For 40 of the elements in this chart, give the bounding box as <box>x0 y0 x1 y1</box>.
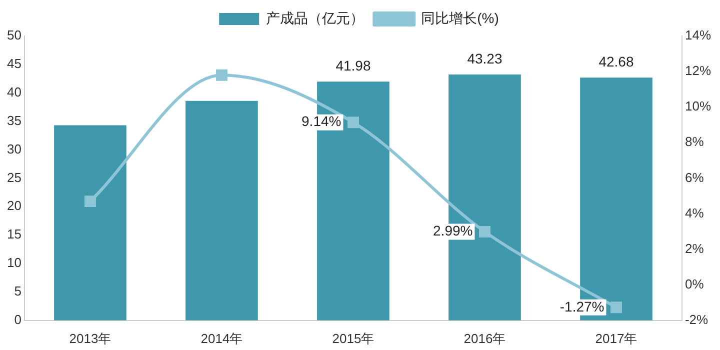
point <box>84 196 96 208</box>
x-tick-label: 2014年 <box>200 330 243 346</box>
y2-tick-label: 8% <box>684 134 704 150</box>
y-tick-label: 10 <box>6 255 22 270</box>
y-tick-label: 20 <box>6 198 22 214</box>
bar <box>186 100 258 320</box>
data-label: 42.68 <box>598 53 634 70</box>
y2-tick-label: 12% <box>684 63 712 78</box>
x-tick-label: 2015年 <box>332 330 374 346</box>
y-tick-label: 15 <box>6 226 22 242</box>
x-tick-label: 2013年 <box>69 330 112 346</box>
data-label: -1.27% <box>560 298 604 314</box>
y-tick-label: 50 <box>6 28 22 43</box>
point <box>216 69 228 81</box>
y-tick-label: 25 <box>6 170 22 185</box>
data-label: 43.23 <box>467 50 502 66</box>
legend-label: 同比增长(%) <box>421 10 499 26</box>
y2-tick-label: 4% <box>684 205 704 220</box>
y-tick-label: 45 <box>6 56 22 72</box>
data-label: 41.98 <box>336 57 371 74</box>
y2-tick-label: 14% <box>684 28 712 43</box>
x-tick-label: 2017年 <box>595 330 638 346</box>
data-label: 9.14% <box>302 113 342 130</box>
y-tick-label: 40 <box>6 84 22 100</box>
point <box>610 302 622 314</box>
y2-tick-label: 6% <box>684 170 704 185</box>
x-tick-label: 2016年 <box>464 330 506 346</box>
y2-tick-label: 2% <box>684 240 704 256</box>
y-tick-label: 0 <box>14 312 22 327</box>
point <box>478 226 490 238</box>
legend-label: 产成品（亿元） <box>266 10 364 26</box>
y-tick-label: 30 <box>6 141 22 156</box>
data-label: 2.99% <box>433 222 473 239</box>
y2-tick-label: 0% <box>684 276 704 292</box>
y2-tick-label: 10% <box>684 98 712 114</box>
y-tick-label: 35 <box>6 112 22 128</box>
y2-tick-label: -2% <box>684 312 709 327</box>
bar <box>54 125 126 320</box>
point <box>347 116 359 128</box>
y-tick-label: 5 <box>14 284 22 299</box>
